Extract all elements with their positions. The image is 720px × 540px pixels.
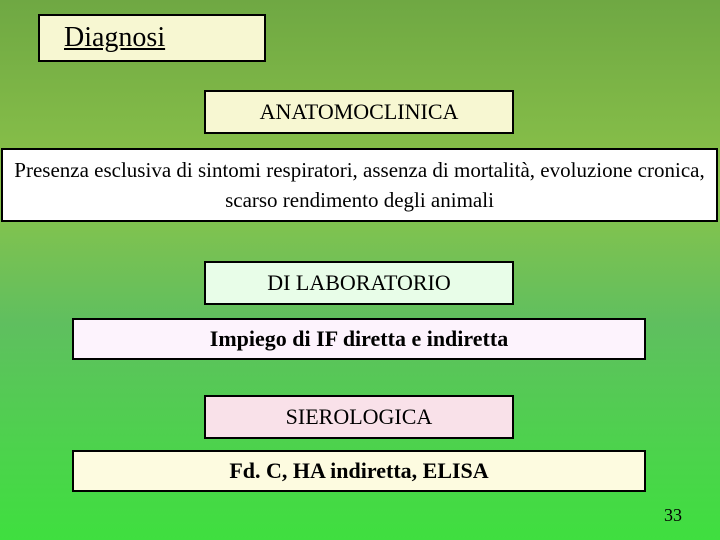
slide-title: Diagnosi bbox=[38, 14, 266, 62]
page-number: 33 bbox=[664, 505, 682, 526]
section-heading-laboratorio: DI LABORATORIO bbox=[204, 261, 514, 305]
section-desc-anatomoclinica: Presenza esclusiva di sintomi respirator… bbox=[1, 148, 718, 222]
section-heading-anatomoclinica: ANATOMOCLINICA bbox=[204, 90, 514, 134]
section-desc-laboratorio: Impiego di IF diretta e indiretta bbox=[72, 318, 646, 360]
section-desc-sierologica: Fd. C, HA indiretta, ELISA bbox=[72, 450, 646, 492]
section-heading-sierologica: SIEROLOGICA bbox=[204, 395, 514, 439]
